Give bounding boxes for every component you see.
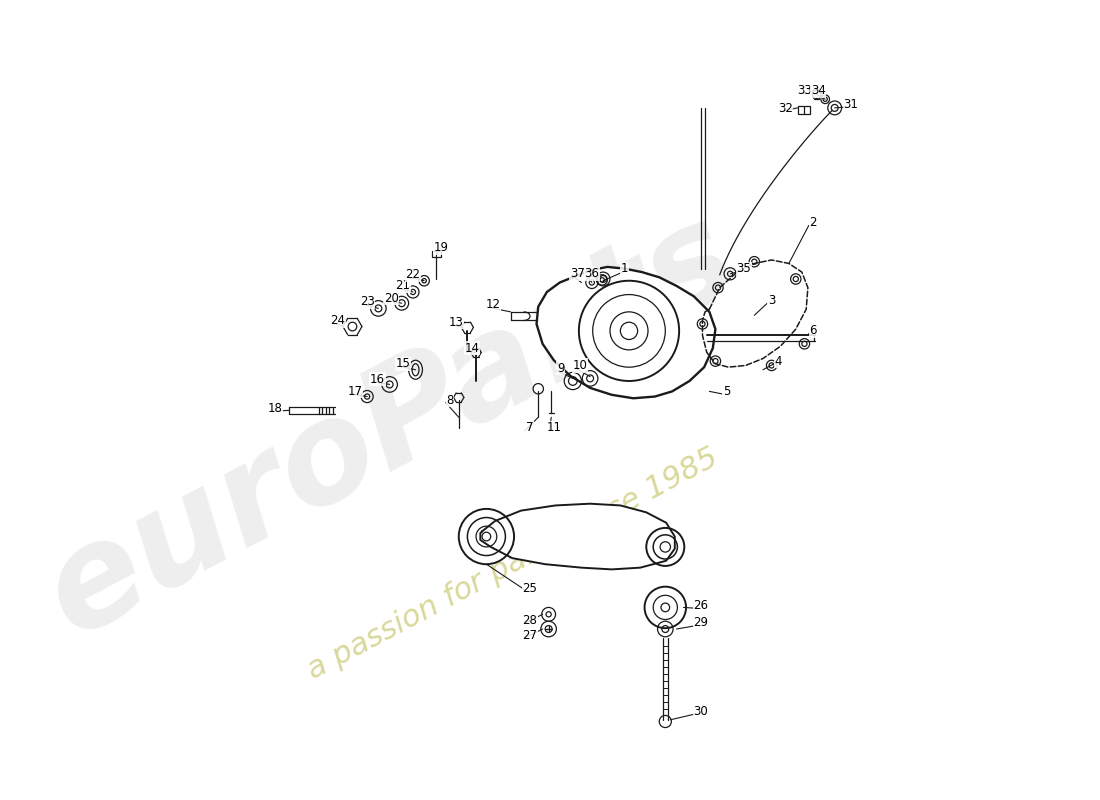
Text: 14: 14: [464, 342, 480, 354]
Bar: [798, 106, 810, 114]
Text: 15: 15: [396, 358, 411, 370]
Text: 17: 17: [348, 385, 363, 398]
Text: 19: 19: [434, 242, 449, 254]
Text: 10: 10: [572, 359, 587, 372]
Text: 9: 9: [557, 362, 564, 374]
Text: 34: 34: [811, 84, 826, 97]
Text: 28: 28: [522, 614, 537, 627]
Text: a passion for parts since 1985: a passion for parts since 1985: [302, 443, 723, 686]
Polygon shape: [537, 267, 715, 398]
Text: 31: 31: [844, 98, 858, 111]
Text: 32: 32: [778, 102, 793, 115]
Text: 29: 29: [693, 617, 708, 630]
Text: 8: 8: [447, 394, 454, 406]
Text: 7: 7: [526, 421, 534, 434]
Text: 37: 37: [570, 267, 584, 280]
Text: 4: 4: [774, 354, 782, 368]
Text: 3: 3: [768, 294, 776, 307]
Text: 13: 13: [449, 316, 463, 329]
Text: 35: 35: [737, 262, 751, 275]
Text: 22: 22: [406, 268, 420, 281]
Text: 27: 27: [522, 629, 537, 642]
Bar: [432, 251, 441, 258]
Text: 30: 30: [693, 705, 708, 718]
Text: 25: 25: [522, 582, 537, 595]
Text: 24: 24: [330, 314, 345, 327]
Polygon shape: [703, 260, 807, 367]
Text: 6: 6: [810, 324, 817, 338]
Text: euroParts: euroParts: [23, 188, 759, 664]
Text: 21: 21: [395, 279, 410, 293]
Text: 11: 11: [547, 421, 561, 434]
Text: 5: 5: [723, 385, 730, 398]
Polygon shape: [481, 504, 674, 570]
Text: 33: 33: [798, 84, 812, 97]
Text: 1: 1: [620, 262, 628, 275]
Text: 36: 36: [584, 267, 600, 280]
Text: 18: 18: [267, 402, 282, 415]
Text: 20: 20: [384, 291, 399, 305]
Text: 12: 12: [486, 298, 500, 311]
Text: 26: 26: [693, 599, 708, 612]
Text: 23: 23: [360, 295, 375, 308]
Text: 2: 2: [810, 216, 817, 230]
Text: 16: 16: [370, 373, 385, 386]
